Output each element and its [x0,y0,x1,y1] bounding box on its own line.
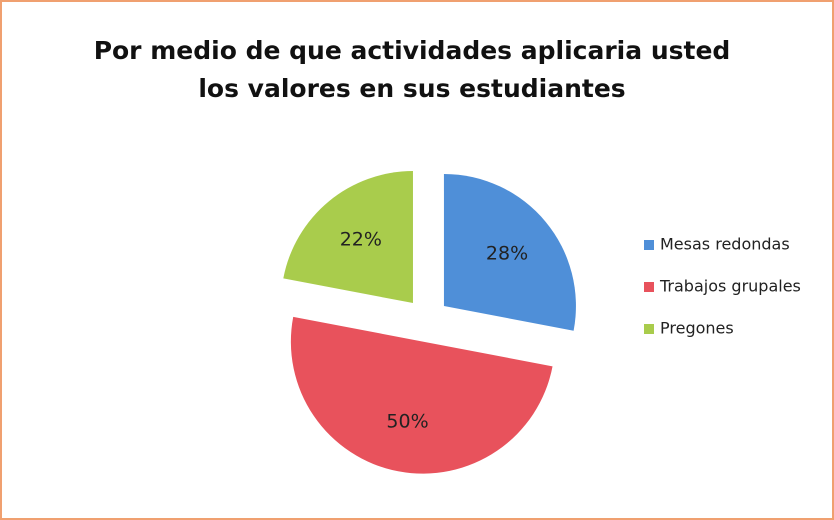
data-label: 22% [340,228,382,250]
legend-label: Trabajos grupales [659,277,801,296]
legend-label: Pregones [660,319,734,338]
legend-swatch [644,324,654,334]
pie-slice [443,173,576,331]
chart-title: Por medio de que actividades aplicaria u… [93,36,731,103]
legend-label: Mesas redondas [660,235,790,254]
legend-swatch [644,282,654,292]
pie-slice [290,316,553,474]
data-label: 28% [486,242,528,264]
legend-swatch [644,240,654,250]
data-label: 50% [386,411,428,433]
pie-slice [283,171,413,304]
